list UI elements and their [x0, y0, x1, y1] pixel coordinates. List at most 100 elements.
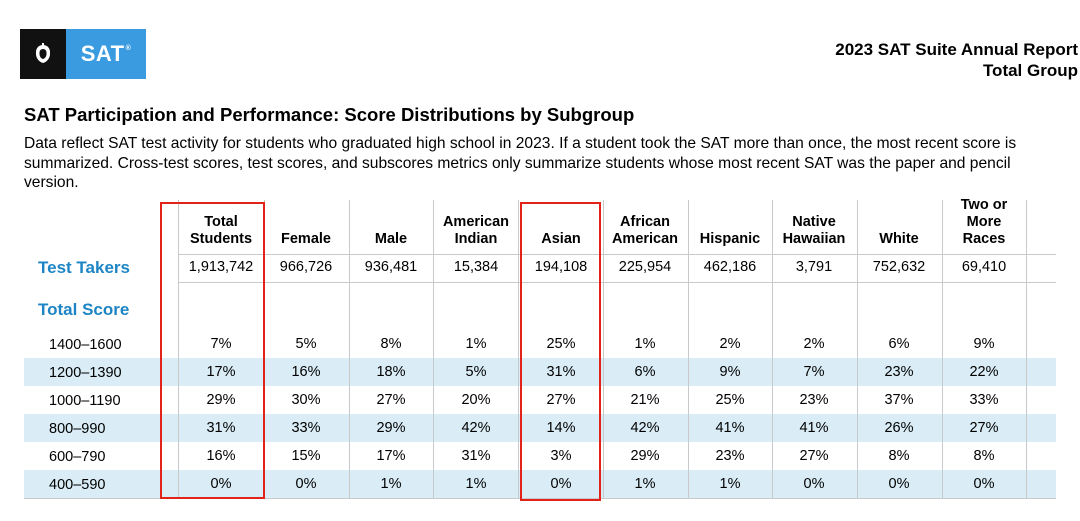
- column-header: Asian: [518, 214, 604, 248]
- score-cell: 25%: [546, 336, 576, 352]
- column-header: Total Students: [178, 214, 264, 248]
- column-header-line: Students: [189, 231, 253, 247]
- score-cell: 16%: [206, 448, 236, 464]
- column-header: Native Hawaiian: [771, 214, 857, 248]
- score-cell: 3%: [550, 448, 572, 464]
- test-takers-cell: 752,632: [872, 259, 926, 275]
- column-header: White: [856, 214, 942, 248]
- column-header-line: Male: [374, 231, 408, 247]
- test-takers-cell: 936,481: [364, 259, 418, 275]
- test-takers-underline: [178, 282, 1056, 283]
- score-cell: 29%: [376, 420, 406, 436]
- acorn-icon: [20, 29, 66, 79]
- test-takers-cell: 3,791: [795, 259, 833, 275]
- score-cell: 1%: [465, 476, 487, 492]
- test-takers-cell: 194,108: [534, 259, 588, 275]
- column-divider: [772, 200, 773, 498]
- column-divider: [433, 200, 434, 498]
- total-score-label: Total Score: [38, 300, 130, 319]
- score-cell: 27%: [969, 420, 999, 436]
- score-cell: 9%: [973, 336, 995, 352]
- column-header-line: [348, 214, 434, 231]
- score-cell: 23%: [884, 364, 914, 380]
- score-cell: 0%: [888, 476, 910, 492]
- test-takers-label: Test Takers: [38, 258, 130, 277]
- column-header: Male: [348, 214, 434, 248]
- score-cell: 17%: [206, 364, 236, 380]
- table-bottom-line: [24, 498, 1056, 499]
- score-cell: 18%: [376, 364, 406, 380]
- score-cell: 1%: [719, 476, 741, 492]
- column-divider: [178, 200, 179, 498]
- score-cell: 14%: [546, 420, 576, 436]
- score-cell: 1%: [465, 336, 487, 352]
- column-header-line: Asian: [541, 231, 581, 247]
- test-takers-cell: 462,186: [703, 259, 757, 275]
- score-cell: 1%: [634, 476, 656, 492]
- score-cell: 31%: [546, 364, 576, 380]
- section-title: SAT Participation and Performance: Score…: [24, 104, 635, 125]
- score-cell: 0%: [295, 476, 317, 492]
- score-cell: 29%: [630, 448, 660, 464]
- column-header: American Indian: [433, 214, 519, 248]
- score-cell: 25%: [715, 392, 745, 408]
- column-header-line: African: [620, 214, 670, 230]
- score-cell: 41%: [799, 420, 829, 436]
- logo-wordmark: SAT ®: [66, 29, 146, 79]
- score-cell: 8%: [888, 448, 910, 464]
- column-header-line: Native: [792, 214, 836, 230]
- row-band: [24, 470, 1056, 498]
- score-cell: 37%: [884, 392, 914, 408]
- score-cell: 31%: [206, 420, 236, 436]
- row-band: [24, 414, 1056, 442]
- score-range-label: 1000–1190: [49, 393, 121, 409]
- score-cell: 5%: [295, 336, 317, 352]
- score-range-label: 600–790: [49, 449, 106, 465]
- column-header: Two or More Races: [941, 197, 1027, 248]
- score-cell: 30%: [291, 392, 321, 408]
- score-cell: 26%: [884, 420, 914, 436]
- score-cell: 0%: [973, 476, 995, 492]
- highlight-box-total-students: [160, 202, 265, 499]
- score-cell: 41%: [715, 420, 745, 436]
- score-range-label: 400–590: [49, 477, 106, 493]
- score-cell: 23%: [799, 392, 829, 408]
- highlight-box-asian: [520, 202, 601, 501]
- column-header: Hispanic: [687, 214, 773, 248]
- score-cell: 27%: [799, 448, 829, 464]
- score-cell: 22%: [969, 364, 999, 380]
- score-cell: 8%: [380, 336, 402, 352]
- report-title-line2: Total Group: [982, 61, 1078, 80]
- score-cell: 0%: [803, 476, 825, 492]
- column-header: Female: [263, 214, 349, 248]
- score-cell: 7%: [803, 364, 825, 380]
- column-divider: [857, 200, 858, 498]
- score-range-label: 800–990: [49, 421, 106, 437]
- test-takers-cell: 966,726: [279, 259, 333, 275]
- column-header-line: American: [611, 231, 679, 247]
- column-header-line: Races: [962, 231, 1006, 247]
- column-header-line: American: [442, 214, 510, 230]
- score-cell: 16%: [291, 364, 321, 380]
- column-header-line: [263, 214, 349, 231]
- score-cell: 21%: [630, 392, 660, 408]
- column-header-line: Total: [204, 214, 238, 230]
- score-range-label: 1400–1600: [49, 337, 122, 353]
- column-header-line: Hispanic: [699, 231, 761, 247]
- column-header-line: Two or: [960, 197, 1008, 213]
- column-divider: [603, 200, 604, 498]
- column-header-line: Hawaiian: [782, 231, 846, 247]
- header-underline: [178, 254, 1056, 255]
- score-cell: 31%: [461, 448, 491, 464]
- score-cell: 6%: [888, 336, 910, 352]
- score-cell: 17%: [376, 448, 406, 464]
- column-divider: [688, 200, 689, 498]
- score-cell: 15%: [291, 448, 321, 464]
- score-cell: 0%: [550, 476, 572, 492]
- score-cell: 20%: [461, 392, 491, 408]
- test-takers-cell: 15,384: [453, 259, 499, 275]
- score-cell: 1%: [380, 476, 402, 492]
- score-cell: 5%: [465, 364, 487, 380]
- score-range-label: 1200–1390: [49, 365, 122, 381]
- column-divider: [349, 200, 350, 498]
